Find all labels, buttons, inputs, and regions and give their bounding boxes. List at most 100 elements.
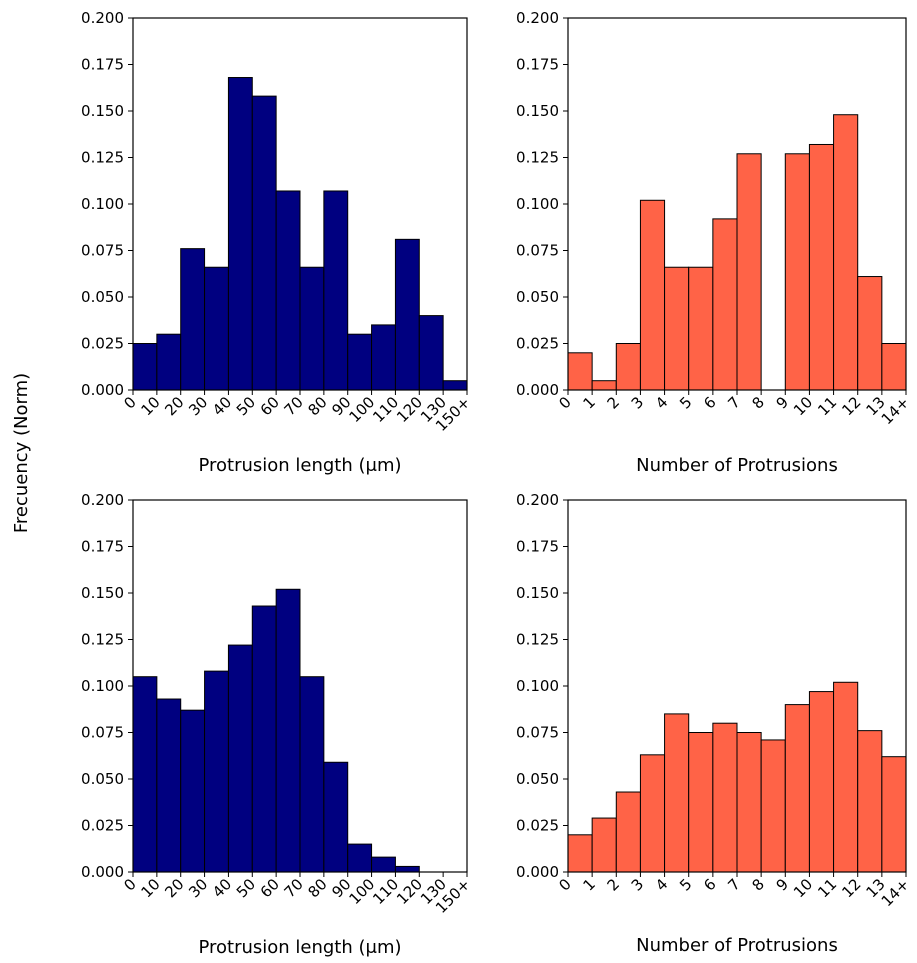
x-tick-label: 9 (773, 875, 792, 894)
bar (664, 713, 690, 873)
x-tick-label: 80 (304, 875, 330, 901)
x-tick-label: 10 (137, 875, 163, 901)
y-tick-label: 0.175 (516, 538, 559, 556)
bar (251, 605, 277, 873)
x-tick-label: 6 (700, 393, 719, 412)
x-tick-label: 2 (604, 875, 623, 894)
chart-panel-4: 0.000 0.025 0.050 0.075 0.100 0.125 0.150 0.175… (516, 491, 913, 956)
bar (688, 266, 714, 391)
y-tick-label: 0.200 (516, 491, 559, 509)
x-tick-label: 8 (748, 393, 767, 412)
x-axis-label: Protrusion length (μm) (198, 937, 401, 958)
y-tick-label: 0.125 (81, 149, 124, 167)
x-tick-label: 8 (748, 875, 767, 894)
x-tick-label: 60 (257, 875, 283, 901)
bar (299, 266, 325, 391)
bar (347, 843, 373, 873)
x-tick-label: 0 (555, 393, 574, 412)
bar (881, 343, 907, 391)
y-tick-label: 0.000 (81, 863, 124, 881)
chart-panel-1: 0.000 0.025 0.050 0.075 0.100 0.125 0.150 0.175… (81, 9, 474, 476)
bar (156, 698, 182, 873)
x-tick-label: 40 (209, 875, 235, 901)
x-tick-label: 1 (579, 393, 598, 412)
y-tick-label: 0.050 (516, 288, 559, 306)
bar (394, 238, 420, 391)
y-tick-label: 0.000 (81, 381, 124, 399)
bar (615, 791, 641, 873)
bar (833, 114, 859, 391)
bar (784, 153, 810, 391)
x-tick-label: 3 (628, 875, 647, 894)
bar (736, 153, 762, 391)
y-tick-label: 0.025 (516, 817, 559, 835)
y-tick-label: 0.050 (81, 288, 124, 306)
bar (881, 756, 907, 873)
y-tick-label: 0.075 (516, 724, 559, 742)
x-tick-label: 12 (838, 875, 864, 901)
bar (204, 670, 229, 873)
bar (371, 324, 396, 391)
y-tick-label: 0.075 (81, 724, 124, 742)
bar (275, 588, 301, 873)
bar (180, 248, 206, 391)
bar (857, 730, 883, 873)
bar (857, 276, 883, 391)
x-tick-label: 60 (257, 393, 283, 419)
bar (275, 190, 301, 391)
bar (639, 754, 666, 873)
x-tick-label: 5 (676, 393, 695, 412)
x-tick-label: 1 (579, 875, 598, 894)
x-tick-label: 20 (161, 393, 187, 419)
y-tick-label: 0.175 (516, 56, 559, 74)
x-tick-label: 30 (185, 393, 211, 419)
y-tick-label: 0.025 (516, 335, 559, 353)
x-tick-label: 20 (161, 875, 187, 901)
x-axis-label: Number of Protrusions (636, 455, 838, 476)
x-tick-label: 40 (209, 393, 235, 419)
y-tick-label: 0.100 (516, 677, 559, 695)
bar (204, 266, 229, 391)
x-tick-label: 70 (281, 875, 307, 901)
y-tick-label: 0.150 (516, 584, 559, 602)
bar (394, 865, 420, 873)
y-tick-label: 0.025 (81, 817, 124, 835)
y-tick-label: 0.125 (516, 149, 559, 167)
y-tick-label: 0.100 (81, 677, 124, 695)
x-tick-label: 14+ (878, 393, 913, 428)
x-tick-label: 2 (604, 393, 623, 412)
y-tick-label: 0.075 (516, 242, 559, 260)
x-tick-label: 0 (120, 875, 139, 894)
y-tick-label: 0.125 (81, 631, 124, 649)
bar (736, 732, 762, 873)
bar (299, 676, 325, 873)
bar (371, 856, 396, 873)
bar (156, 333, 182, 391)
x-tick-label: 4 (652, 393, 671, 412)
bar (567, 834, 593, 873)
bar (712, 218, 738, 391)
bar (227, 77, 253, 391)
bar (712, 722, 738, 873)
x-tick-label: 7 (724, 393, 743, 412)
x-tick-label: 10 (790, 393, 816, 419)
x-tick-label: 10 (137, 393, 163, 419)
bar (833, 681, 859, 873)
bar (688, 732, 714, 873)
x-tick-label: 50 (233, 393, 259, 419)
x-tick-label: 11 (814, 393, 840, 419)
y-tick-label: 0.200 (516, 9, 559, 27)
x-tick-label: 12 (838, 393, 864, 419)
bar (615, 343, 641, 391)
x-tick-label: 70 (281, 393, 307, 419)
y-tick-label: 0.025 (81, 335, 124, 353)
y-tick-label: 0.100 (516, 195, 559, 213)
bar (784, 704, 810, 873)
y-tick-label: 0.075 (81, 242, 124, 260)
y-tick-label: 0.050 (516, 770, 559, 788)
bar (567, 352, 593, 391)
bar (639, 199, 666, 391)
y-tick-label: 0.200 (81, 9, 124, 27)
bar (180, 709, 206, 873)
